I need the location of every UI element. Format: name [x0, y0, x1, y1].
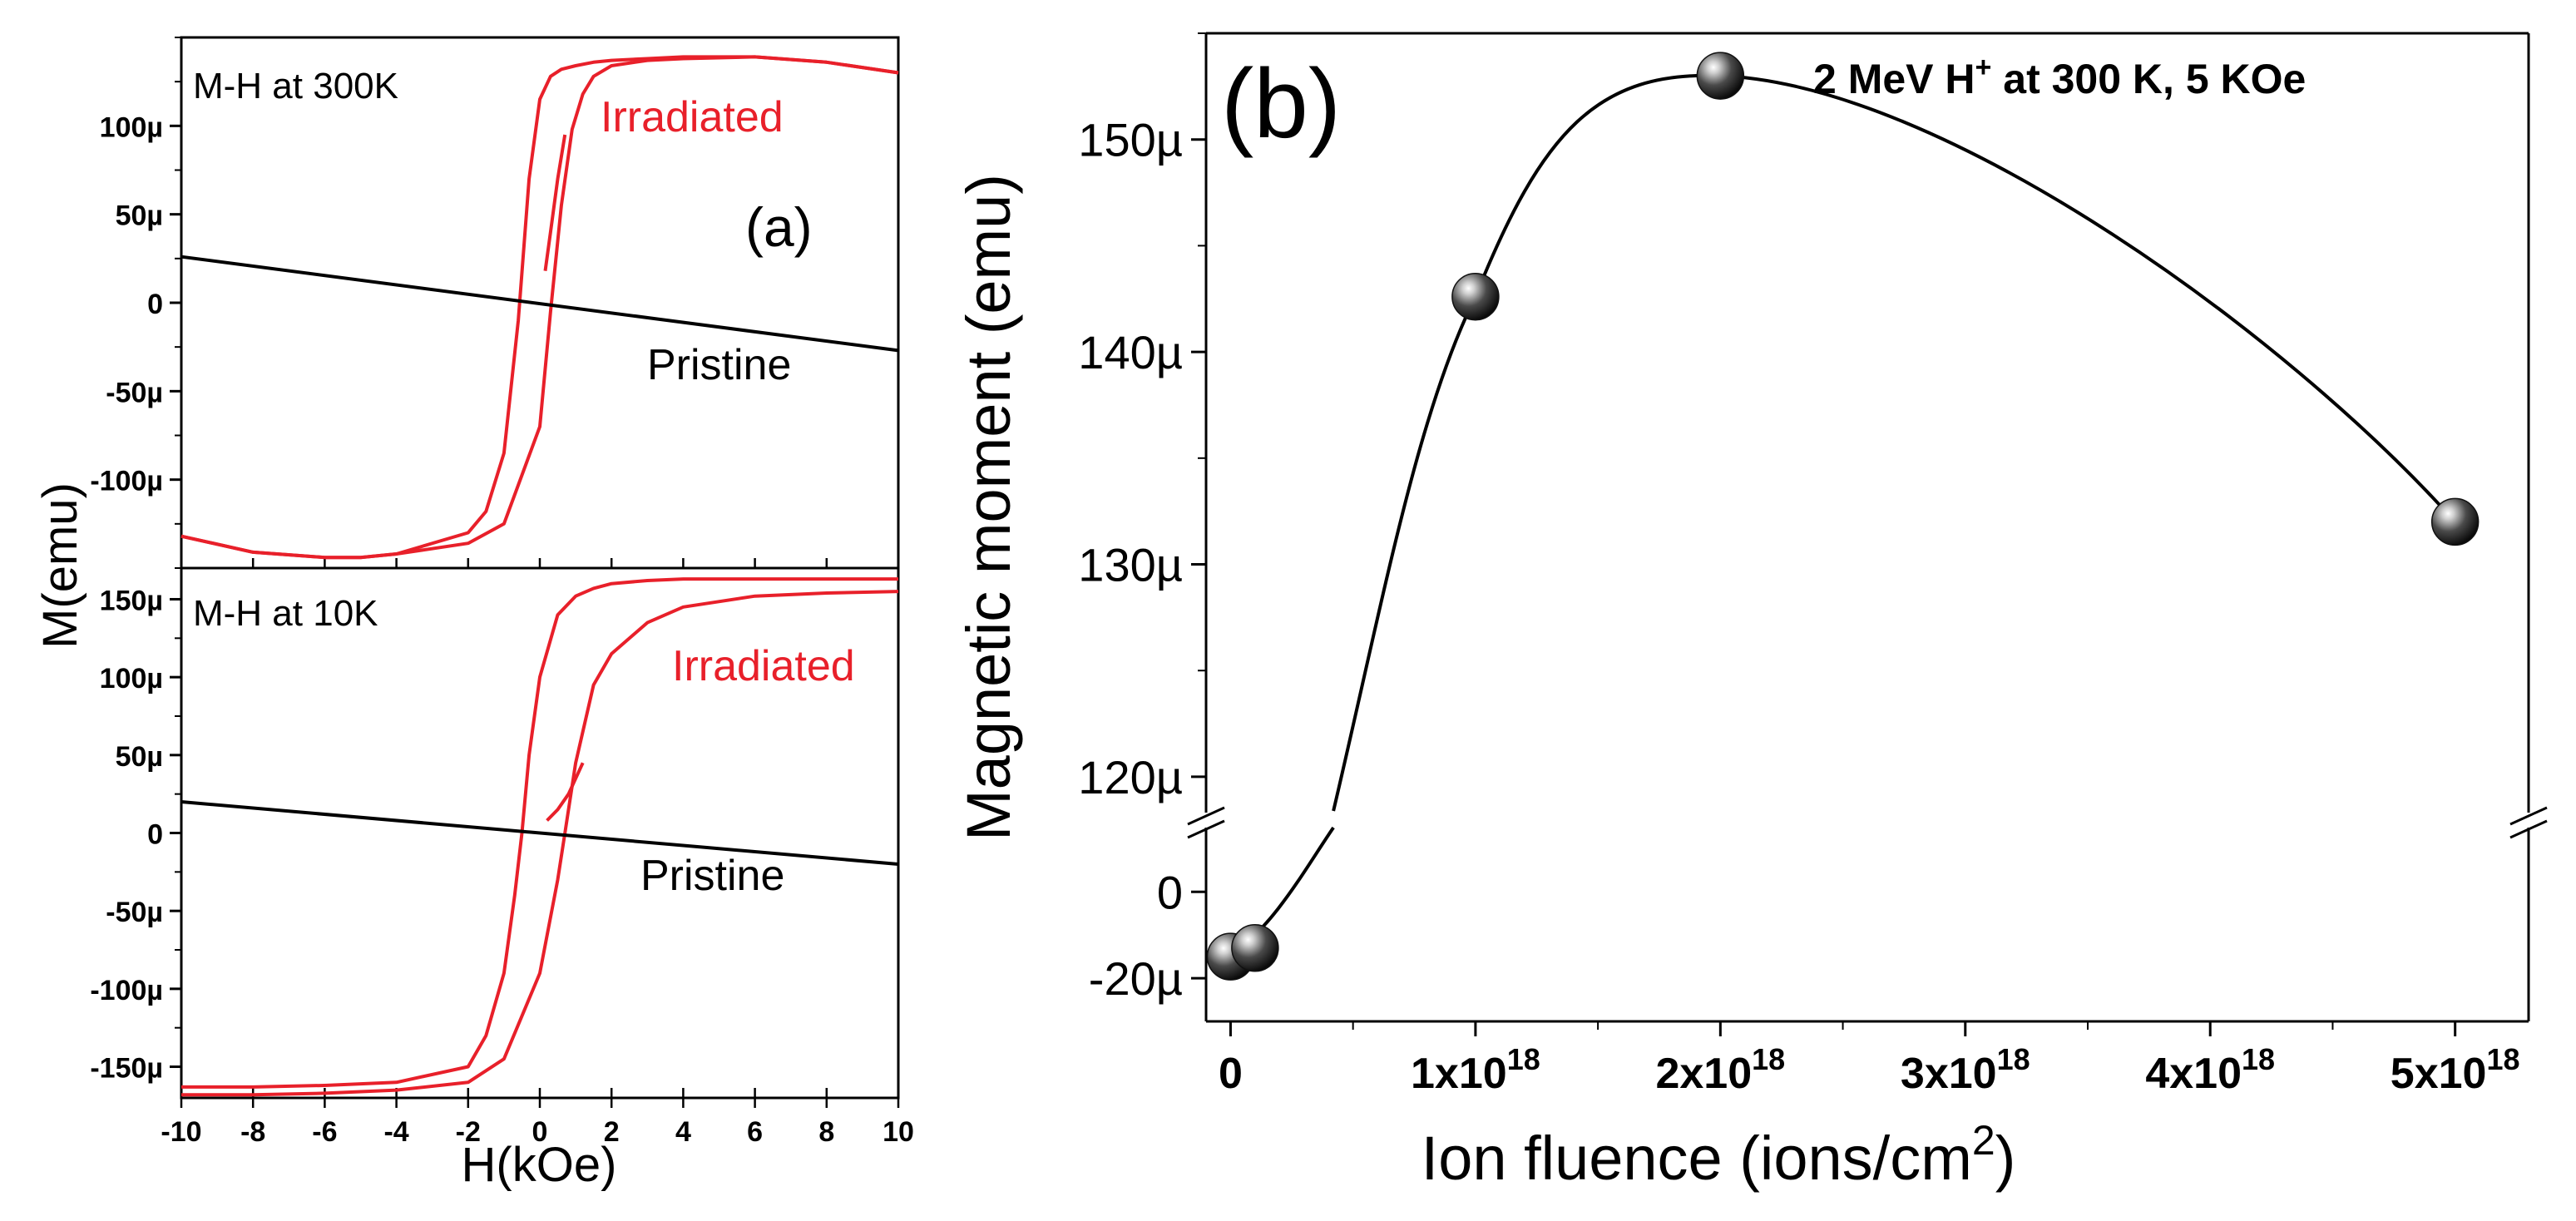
panel-a-bottom-pristine-line	[180, 800, 899, 866]
panel-b-xtick-label: 4x1018	[2145, 1042, 2275, 1098]
panel-a-x-axis-label: H(kOe)	[462, 1138, 617, 1192]
panel-a-bottom-ytick-label: 100µ	[100, 663, 163, 695]
panel-b-data-point	[1231, 924, 1279, 972]
panel-b-x-axis-label: Ion fluence (ions/cm2)	[1421, 1117, 2016, 1193]
panel-b-xtick-label: 1x1018	[1411, 1042, 1540, 1098]
panel-a-bottom-ytick-label: -100µ	[90, 975, 163, 1006]
panel-a-bottom-title: M-H at 10K	[193, 593, 378, 634]
panel-a: -100µ -50µ 0 50µ 100µ -150µ -100µ -50µ 0 50µ 100µ…	[33, 36, 914, 1192]
panel-a-bottom-xtick-label: -8	[240, 1116, 265, 1148]
panel-a-bottom-pristine-label: Pristine	[640, 852, 784, 900]
panel-a-bottom-irradiated-branch-0	[181, 577, 898, 1089]
panel-a-bottom-irradiated-branch-2	[546, 762, 585, 822]
panel-a-top-ytick-label: 50µ	[116, 200, 163, 232]
panel-a-top-irradiated-branch-1	[180, 55, 899, 560]
panel-a-bottom-xtick-label: 10	[883, 1116, 914, 1148]
panel-a-bottom-10k: -150µ -100µ -50µ 0 50µ 100µ 150µ -10 -8 -6 -4 -2 0 2 4…	[90, 566, 914, 1148]
panel-b-title: 2 MeV H+ at 300 K, 5 KOe	[1813, 52, 2306, 102]
panel-b-ytick-label: 0	[1157, 866, 1183, 918]
panel-a-top-irradiated-branch-2	[543, 134, 567, 271]
panel-b-xtick-label: 3x1018	[1901, 1042, 2030, 1098]
panel-b-fit-curve-upper	[1332, 73, 2457, 812]
panel-a-annotation: (a)	[745, 196, 813, 258]
panel-b-axis-break-mark	[1187, 806, 1225, 826]
panel-a-bottom-xtick-label: -6	[312, 1116, 337, 1148]
panel-a-bottom-ytick-label: -50µ	[106, 897, 163, 928]
panel-b-label: (b)	[1221, 49, 1341, 159]
panel-b-ytick-label: 130µ	[1078, 539, 1183, 591]
panel-a-bottom-xtick-label: 2	[604, 1116, 620, 1148]
panel-a-bottom-ytick-label: 150µ	[100, 585, 163, 616]
panel-a-bottom-ytick-label: 50µ	[116, 741, 163, 773]
panel-b-xtick-label: 5x1018	[2391, 1042, 2520, 1098]
panel-a-bottom-ytick-label: 0	[147, 819, 163, 851]
panel-a-top-title: M-H at 300K	[193, 66, 398, 106]
panel-a-top-pristine-line	[180, 255, 899, 353]
panel-b: 120µ 130µ 140µ 150µ 0 -20µ 0 1x1018 2x1018 3x1018…	[954, 32, 2548, 1193]
panel-b-ytick-label: -20µ	[1089, 952, 1183, 1005]
panel-b-xtick-label: 0	[1219, 1050, 1243, 1098]
panel-a-top-irradiated-label: Irradiated	[601, 93, 784, 141]
panel-a-top-ytick-label: -50µ	[106, 377, 163, 408]
panel-a-y-axis-label: M(emu)	[33, 482, 87, 649]
panel-b-data-point	[2430, 497, 2480, 546]
panel-b-axis-break-mark	[1187, 819, 1225, 839]
panel-a-top-300k: -100µ -50µ 0 50µ 100µ	[90, 36, 900, 570]
panel-b-data-point	[1696, 52, 1745, 100]
panel-b-ytick-label: 120µ	[1078, 751, 1183, 803]
panel-a-bottom-xtick-label: 0	[532, 1116, 548, 1148]
panel-a-top-irradiated-branch-0	[180, 55, 899, 560]
panel-b-axis-break-mark	[2509, 819, 2548, 839]
panel-a-bottom-xtick-label: -2	[456, 1116, 481, 1148]
panel-b-ytick-label: 140µ	[1078, 326, 1183, 378]
panel-b-axis-break-mark	[2509, 806, 2548, 826]
panel-a-bottom-xtick-label: 8	[818, 1116, 834, 1148]
panel-a-top-ytick-label: 100µ	[100, 111, 163, 143]
panel-a-bottom-irradiated-branch-1	[181, 590, 899, 1097]
panel-a-top-pristine-label: Pristine	[647, 341, 791, 389]
panel-b-xtick-label: 2x1018	[1655, 1042, 1785, 1098]
panel-a-bottom-xtick-label: -10	[161, 1116, 201, 1148]
panel-a-bottom-xtick-label: 4	[675, 1116, 691, 1148]
panel-b-ytick-label: 150µ	[1078, 114, 1183, 166]
panel-b-y-axis-label: Magnetic moment (emu)	[954, 174, 1023, 841]
panel-b-data-point	[1451, 272, 1500, 321]
panel-a-bottom-irradiated-label: Irradiated	[672, 642, 855, 690]
panel-a-bottom-xtick-label: -4	[383, 1116, 408, 1148]
panel-a-top-ytick-label: -100µ	[90, 466, 163, 497]
panel-b-plot: 120µ 130µ 140µ 150µ 0 -20µ 0 1x1018 2x1018 3x1018…	[1078, 32, 2548, 1098]
panel-a-bottom-xtick-label: 6	[747, 1116, 763, 1148]
panel-a-top-ytick-label: 0	[147, 289, 163, 320]
panel-a-bottom-ytick-label: -150µ	[90, 1053, 163, 1085]
